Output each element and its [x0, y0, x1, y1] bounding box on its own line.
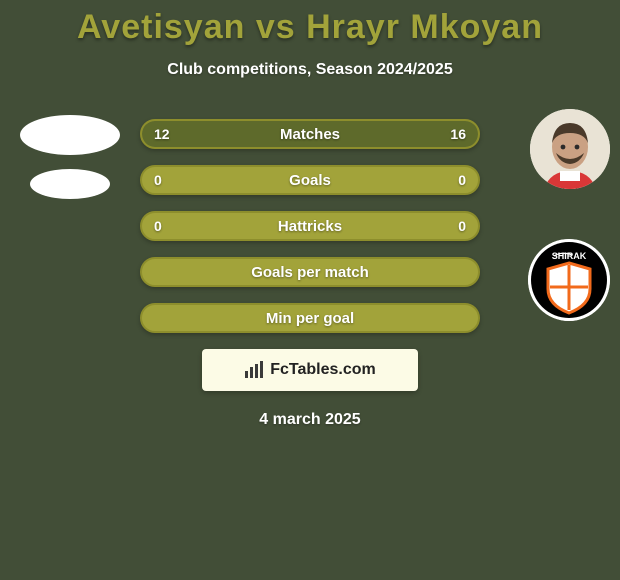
- comparison-card: Avetisyan vs Hrayr Mkoyan Club competiti…: [0, 0, 620, 580]
- left-club-badge: [30, 169, 110, 199]
- right-player-avatar: [530, 109, 610, 189]
- stat-row-goals: 0 Goals 0: [140, 165, 480, 195]
- stat-label: Matches: [142, 121, 478, 147]
- stat-row-hattricks: 0 Hattricks 0: [140, 211, 480, 241]
- subtitle: Club competitions, Season 2024/2025: [0, 61, 620, 79]
- svg-text:SHIRAK: SHIRAK: [552, 251, 587, 261]
- watermark: FcTables.com: [202, 349, 418, 391]
- right-club-badge: SHIRAK: [528, 239, 610, 321]
- face-icon: [530, 109, 610, 189]
- date-text: 4 march 2025: [0, 411, 620, 429]
- stat-label: Min per goal: [142, 305, 478, 331]
- bar-chart-icon: [244, 361, 266, 379]
- watermark-text: FcTables.com: [270, 361, 376, 379]
- stats-area: SHIRAK 12 Matches 16 0 Goals 0: [0, 119, 620, 429]
- stat-label: Goals per match: [142, 259, 478, 285]
- stat-label: Hattricks: [142, 213, 478, 239]
- left-player-avatar: [20, 115, 120, 155]
- stat-label: Goals: [142, 167, 478, 193]
- stat-value-right: 0: [458, 167, 466, 193]
- stat-row-goals-per-match: Goals per match: [140, 257, 480, 287]
- stat-row-matches: 12 Matches 16: [140, 119, 480, 149]
- stat-value-right: 16: [450, 121, 466, 147]
- stat-value-right: 0: [458, 213, 466, 239]
- club-badge-icon: SHIRAK: [528, 239, 610, 321]
- stat-row-min-per-goal: Min per goal: [140, 303, 480, 333]
- page-title: Avetisyan vs Hrayr Mkoyan: [0, 0, 620, 47]
- stat-bars: 12 Matches 16 0 Goals 0 0 Hattricks 0: [140, 119, 480, 333]
